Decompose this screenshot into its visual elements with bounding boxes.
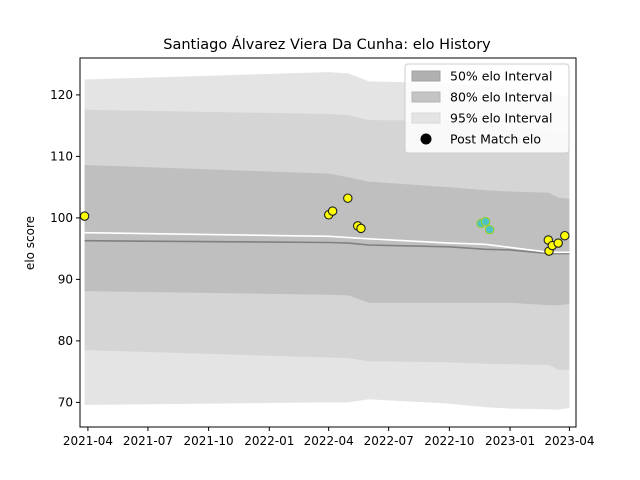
chart-title: Santiago Álvarez Viera Da Cunha: elo His… <box>163 36 491 53</box>
data-point <box>79 211 90 221</box>
x-tick-label: 2021-10 <box>184 434 234 448</box>
data-point <box>343 193 353 203</box>
y-tick-label: 80 <box>58 334 73 348</box>
band-50 <box>84 165 570 306</box>
legend: 50% elo Interval 80% elo Interval 95% elo … <box>404 63 570 154</box>
legend-marker <box>420 133 432 145</box>
x-tick-label: 2022-07 <box>364 434 414 448</box>
y-tick-label: 90 <box>58 272 73 286</box>
x-tick-label: 2023-04 <box>544 434 594 448</box>
legend-swatch <box>411 112 441 124</box>
data-point <box>356 223 366 234</box>
data-point <box>560 230 570 241</box>
data-point <box>480 216 491 227</box>
trend-lines <box>84 231 570 255</box>
plot-frame <box>79 57 577 428</box>
x-tick-label: 2022-01 <box>244 434 294 448</box>
y-axis-label: elo score <box>23 216 37 270</box>
data-point <box>484 224 495 235</box>
y-tick-label: 110 <box>50 149 73 163</box>
data-point <box>327 206 338 216</box>
y-tick-label: 120 <box>50 88 73 102</box>
legend-label: 95% elo Interval <box>450 111 552 126</box>
y-axis: 70 80 90 100 110 120 <box>50 88 80 409</box>
x-tick-label: 2022-04 <box>304 434 354 448</box>
x-axis: 2021-04 2021-07 2021-10 2022-01 2022-04 2022-… <box>63 427 594 448</box>
x-tick-label: 2021-04 <box>63 434 113 448</box>
y-tick-label: 100 <box>50 211 73 225</box>
data-point <box>553 238 563 248</box>
legend-label: Post Match elo <box>450 132 541 147</box>
legend-box <box>404 63 570 154</box>
x-tick-label: 2022-10 <box>424 434 474 448</box>
median-line <box>84 239 570 255</box>
mean-line <box>84 231 570 254</box>
legend-swatch <box>411 91 441 103</box>
interval-bands <box>84 72 570 410</box>
legend-label: 50% elo Interval <box>450 69 552 84</box>
x-tick-label: 2023-01 <box>485 434 535 448</box>
x-tick-label: 2021-07 <box>123 434 173 448</box>
legend-label: 80% elo Interval <box>450 90 552 105</box>
y-tick-label: 70 <box>58 395 73 409</box>
legend-swatch <box>411 70 441 82</box>
post-match-points <box>79 193 570 256</box>
